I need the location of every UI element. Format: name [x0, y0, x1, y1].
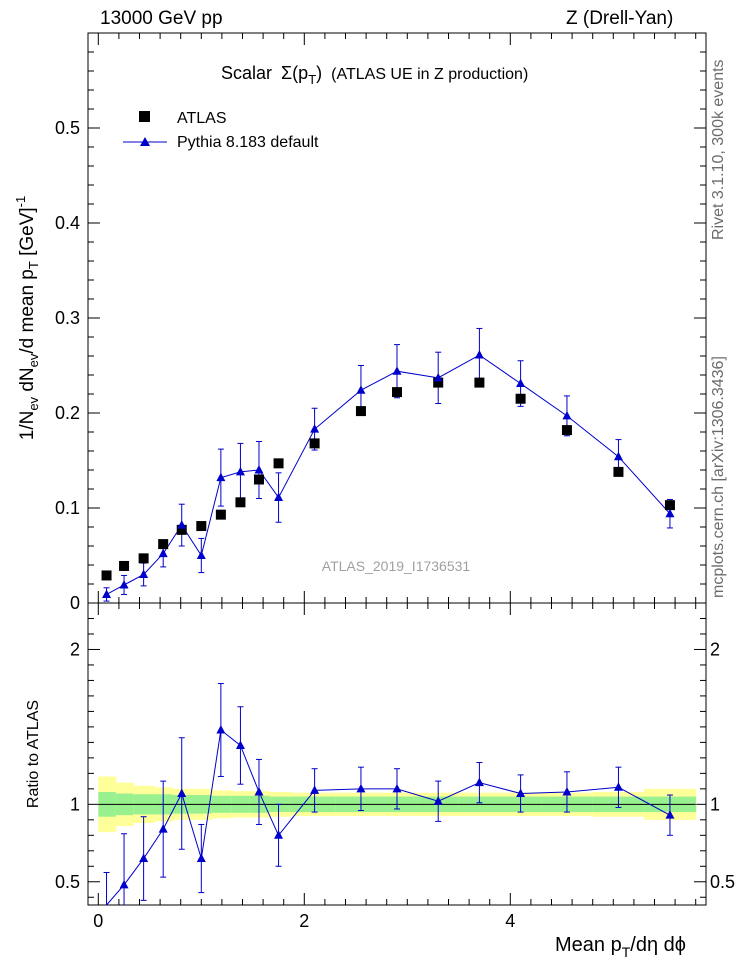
ratio-pythia-data-point [356, 783, 366, 793]
analysis-watermark: ATLAS_2019_I1736531 [322, 558, 471, 574]
ratio-pythia-data-point [392, 783, 402, 793]
ratio-y-tick-label-left: 0.5 [55, 872, 80, 892]
legend-atlas-label: ATLAS [177, 110, 227, 127]
ratio-panel-frame [87, 602, 707, 906]
atlas-data-point [515, 393, 526, 404]
pythia-data-point [516, 378, 526, 388]
pythia-data-point [254, 465, 264, 474]
atlas-data-point [273, 458, 284, 469]
pythia-data-point [474, 350, 484, 359]
atlas-data-point [215, 509, 226, 520]
main-y-tick-label: 0.1 [55, 498, 80, 518]
main-y-tick-label: 0 [70, 593, 80, 613]
pythia-data-point [119, 579, 129, 589]
atlas-data-point [119, 560, 130, 571]
ratio-pythia-data-point [139, 853, 149, 863]
atlas-data-point [613, 466, 624, 477]
header-right: Z (Drell-Yan) [566, 8, 674, 29]
pythia-data-point [433, 372, 443, 382]
atlas-data-point [196, 521, 207, 532]
atlas-data-point [176, 524, 187, 535]
main-y-tick-label: 0.5 [55, 118, 80, 138]
atlas-data-point [158, 539, 169, 550]
pythia-data-point [274, 492, 284, 502]
ratio-pythia-data-point [665, 810, 675, 819]
pythia-data-point [196, 550, 206, 559]
pythia-data-point [392, 366, 402, 375]
atlas-data-point [433, 377, 444, 388]
chart-title: Scalar Σ(pT) (ATLAS UE in Z production) [221, 63, 528, 87]
ratio-y-tick-label-right: 0.5 [710, 872, 735, 892]
ratio-pythia-data-point [254, 786, 264, 796]
atlas-data-point [474, 377, 485, 388]
legend-atlas-marker [139, 111, 150, 122]
pythia-data-point [216, 472, 226, 482]
ratio-pythia-data-point [216, 724, 226, 734]
x-tick-label: 0 [93, 911, 103, 931]
pythia-data-point [102, 589, 112, 598]
ratio-pythia-data-point [158, 824, 168, 833]
main-y-tick-label: 0.2 [55, 403, 80, 423]
legend-pythia-marker [140, 137, 150, 146]
main-y-tick-label: 0.3 [55, 308, 80, 328]
ratio-pythia-data-point [177, 788, 187, 797]
ratio-pythia-data-point [613, 782, 623, 791]
x-tick-label: 4 [505, 911, 515, 931]
ratio-pythia-data-point [119, 879, 129, 889]
atlas-data-point [101, 570, 112, 581]
atlas-data-point [355, 406, 366, 417]
pythia-data-point [665, 508, 675, 518]
ratio-pythia-data-point [562, 786, 572, 796]
legend-pythia-label: Pythia 8.183 default [177, 134, 319, 151]
atlas-data-point [309, 438, 320, 449]
pythia-data-point [562, 410, 572, 420]
pythia-data-point [177, 520, 187, 529]
ratio-pythia-data-point [433, 796, 443, 805]
header-left: 13000 GeV pp [100, 8, 223, 29]
atlas-data-point [561, 425, 572, 436]
atlas-data-point [253, 474, 264, 485]
x-tick-label: 2 [299, 911, 309, 931]
x-axis-label: Mean pT/dη dϕ [555, 934, 686, 960]
pythia-data-point [139, 569, 149, 578]
ratio-pythia-data-point [474, 777, 484, 787]
ratio-pythia-data-point [196, 853, 206, 863]
ratio-pythia-data-point [274, 830, 284, 839]
ratio-pythia-data-point [516, 788, 526, 797]
pythia-data-point [158, 548, 168, 558]
pythia-data-point [310, 424, 320, 433]
legend: ATLAS Pythia 8.183 default [123, 110, 319, 151]
pythia-data-point [235, 466, 245, 476]
ratio-y-tick-label-right: 1 [710, 794, 720, 814]
atlas-data-point [235, 497, 246, 508]
main-y-axis-label: 1/Nev dNev/d mean pT [GeV]-1 [13, 196, 41, 441]
atlas-data-point [664, 500, 675, 511]
pythia-data-point [613, 451, 623, 461]
atlas-data-point [138, 553, 149, 564]
main-y-tick-label: 0.4 [55, 213, 80, 233]
pythia-data-point [356, 385, 366, 394]
ratio-y-tick-label-left: 1 [70, 794, 80, 814]
ratio-y-tick-label-left: 2 [70, 639, 80, 659]
ratio-y-axis-label: Ratio to ATLAS [25, 700, 42, 808]
ratio-y-tick-label-right: 2 [710, 639, 720, 659]
atlas-data-point [392, 387, 402, 398]
ratio-pythia-data-point [235, 740, 245, 749]
ratio-pythia-data-point [310, 785, 320, 794]
